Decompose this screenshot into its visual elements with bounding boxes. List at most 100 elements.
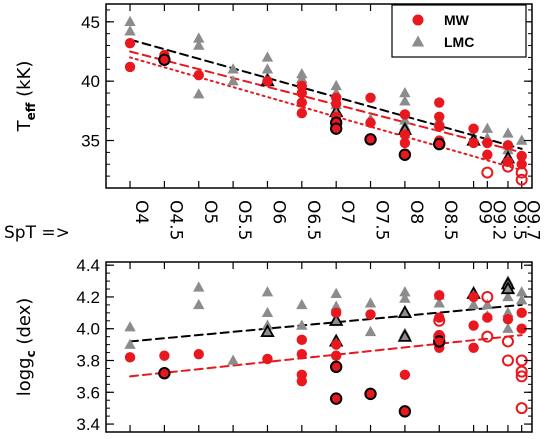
data-point-mw [434, 111, 445, 122]
data-point-mw [468, 342, 479, 353]
top-y-axis-title: Teff (kK) [14, 61, 38, 133]
data-point-mw [468, 291, 479, 303]
y-tick-label: 3.8 [76, 352, 100, 371]
data-point-mw-outlined [329, 122, 343, 135]
data-point-lmc [193, 88, 205, 99]
data-point-mw [124, 61, 136, 73]
bottom-y-axis-title: loggc (dex) [14, 298, 38, 397]
bottom-panel: 3.4 3.6 3.8 4.0 4.2 4.4 loggc (dex) [14, 256, 533, 434]
spectral-type-tick-label: O4 [131, 200, 151, 224]
data-point-lmc [261, 51, 274, 62]
y-tick-label: 3.6 [76, 383, 100, 402]
data-point-mw [330, 307, 342, 319]
data-point-lmc [364, 325, 377, 337]
data-point-mw [482, 149, 493, 160]
spectral-type-tick-label: O5.5 [234, 200, 254, 240]
data-point-mw-outlined [398, 148, 412, 161]
data-point-mw [124, 37, 136, 49]
data-point-lmc [193, 32, 205, 43]
data-point-mw [330, 350, 342, 361]
spectral-type-tick-label: O8.5 [440, 200, 460, 240]
data-point-lmc [433, 297, 445, 308]
data-point-lmc [399, 95, 411, 106]
data-point-lmc-outlined [500, 281, 516, 295]
spectral-type-tick-label: O9 [475, 200, 495, 224]
data-point-mw [365, 117, 376, 128]
data-point-lmc [261, 306, 274, 318]
data-point-mw-open [481, 166, 494, 179]
data-point-mw [399, 109, 411, 120]
data-point-mw-open [481, 290, 494, 303]
data-point-mw-open [433, 330, 446, 343]
data-point-mw-outlined [329, 392, 343, 405]
y-tick-label: 40 [81, 72, 100, 91]
data-point-mw-open [433, 314, 446, 327]
data-point-lmc [502, 127, 514, 138]
data-point-lmc [261, 63, 274, 74]
data-point-lmc [330, 79, 342, 91]
y-tick-label: 4.4 [76, 256, 100, 275]
data-point-mw [330, 339, 342, 350]
data-point-lmc [227, 63, 239, 74]
y-tick-label: 3.4 [76, 415, 100, 434]
data-point-mw-open [515, 166, 528, 179]
legend-label: MW [444, 12, 470, 28]
data-point-mw-outlined [364, 133, 377, 146]
data-point-mw-outlined [364, 387, 377, 401]
data-point-mw-outlined [433, 137, 446, 151]
data-point-mw [296, 108, 308, 119]
data-point-lmc [330, 300, 342, 311]
spectral-type-tick-label: O9.2 [488, 200, 508, 240]
data-point-mw [399, 129, 411, 140]
data-point-mw [365, 92, 376, 103]
top-panel: 35 40 45 Teff (kK) MW LMC [14, 3, 533, 189]
data-point-mw [434, 121, 445, 132]
data-point-mw-outlined [398, 405, 412, 418]
data-point-lmc-outlined [397, 328, 413, 342]
data-point-lmc [481, 298, 494, 310]
data-point-mw [365, 309, 376, 320]
data-point-mw [468, 320, 479, 331]
data-point-mw [193, 70, 204, 81]
data-point-lmc-outlined [260, 324, 275, 338]
spectral-type-row: SpT => O4 O4.5 O5 O5.5 O6 O6.5 O7 O7.5 O8 O8.5 O9O… [4, 200, 543, 243]
top-plot-frame [105, 3, 533, 189]
data-point-mw-outlined [158, 367, 171, 380]
data-point-mw [262, 353, 273, 365]
data-point-mw-open [501, 354, 514, 367]
data-point-mw [296, 87, 308, 99]
y-tick-label: 4.0 [76, 320, 100, 339]
data-point-mw [434, 97, 445, 108]
fit-line [129, 38, 523, 150]
data-point-mw-open [515, 173, 528, 186]
data-point-mw [296, 375, 308, 387]
data-point-mw-open [515, 370, 528, 383]
data-point-mw-open [501, 335, 514, 348]
data-point-mw [516, 323, 527, 334]
legend: MW LMC [391, 4, 527, 58]
data-point-mw-open [481, 330, 494, 343]
data-point-mw [296, 80, 308, 92]
data-point-mw [502, 313, 514, 325]
data-point-mw [516, 159, 527, 170]
data-point-mw [296, 348, 308, 360]
data-point-lmc [502, 322, 514, 333]
spectral-type-tick-label: O9.5 [509, 200, 529, 240]
data-point-mw-open [515, 402, 528, 415]
legend-label: LMC [444, 34, 474, 50]
data-point-mw-open [501, 160, 514, 173]
data-point-mw [399, 369, 411, 381]
legend-marker-mw [412, 14, 424, 26]
data-point-mw-outlined [158, 53, 171, 66]
legend-marker-lmc [411, 35, 425, 47]
data-point-mw [482, 137, 493, 149]
data-point-lmc [330, 287, 342, 298]
fit-line [129, 303, 523, 343]
data-point-mw [193, 348, 204, 360]
data-point-lmc [364, 297, 377, 308]
spectral-type-tick-label: O5 [200, 200, 220, 224]
data-point-lmc [193, 298, 205, 310]
data-point-mw [434, 290, 445, 301]
spectral-type-tick-label: O6 [268, 200, 288, 224]
